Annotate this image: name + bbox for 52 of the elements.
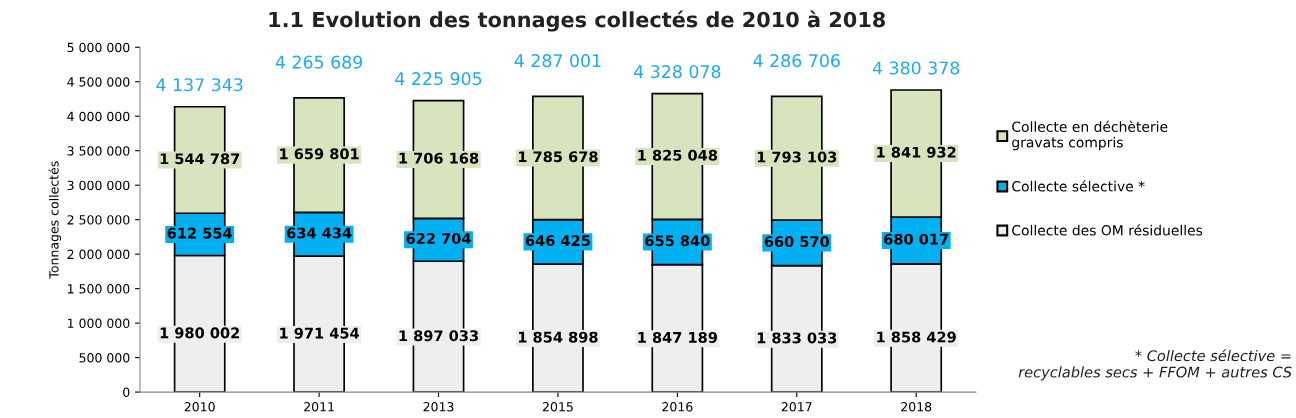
data-label: 1 971 454: [280, 327, 360, 339]
data-label: 1 980 002: [160, 327, 239, 339]
data-label: 1 659 801: [280, 148, 359, 160]
data-label: 612 554: [167, 227, 232, 239]
legend-label: Collecte des OM résiduelles: [1012, 224, 1203, 236]
total-label: 4 287 001: [514, 54, 601, 68]
y-tick-label: 1 000 000: [68, 318, 130, 329]
data-label: 660 570: [764, 236, 830, 248]
data-label: 1 854 898: [518, 331, 598, 343]
y-tick-label: 4 000 000: [67, 111, 130, 122]
total-label: 4 265 689: [275, 55, 363, 69]
data-label: 655 840: [645, 235, 710, 247]
y-tick-label: 4 500 000: [67, 77, 130, 87]
legend-label: Collecte sélective *: [1012, 180, 1145, 192]
total-label: 4 328 078: [634, 65, 721, 79]
y-tick-label: 2 500 000: [67, 215, 130, 225]
data-label: 622 704: [406, 232, 471, 244]
data-label: 646 425: [525, 235, 590, 247]
data-label: 680 017: [884, 233, 948, 245]
legend-label: Collecte en déchèterie gravats compris: [1012, 120, 1168, 151]
y-tick-label: 2 000 000: [67, 249, 130, 260]
total-label: 4 137 343: [156, 78, 243, 92]
data-label: 1 785 678: [518, 151, 598, 163]
x-tick-label: 2011: [304, 402, 334, 412]
data-label: 1 847 189: [638, 331, 718, 343]
y-tick-label: 3 500 000: [67, 146, 130, 156]
y-tick-label: 5 000 000: [67, 42, 130, 53]
data-label: 1 833 033: [757, 332, 837, 344]
data-label: 1 858 429: [877, 331, 956, 343]
total-label: 4 225 905: [395, 72, 482, 86]
data-label: 1 706 168: [399, 152, 479, 164]
y-tick-label: 3 000 000: [67, 180, 130, 191]
y-tick-label: 1 500 000: [68, 284, 130, 294]
data-label: 1 793 103: [757, 151, 837, 163]
y-axis-title: Tonnages collectés: [48, 161, 62, 279]
x-tick-label: 2017: [781, 402, 812, 412]
x-tick-label: 2010: [184, 402, 215, 412]
data-label: 1 897 033: [399, 330, 478, 342]
data-label: 1 825 048: [638, 149, 718, 161]
data-label: 1 544 787: [160, 153, 240, 165]
data-label: 1 841 932: [877, 146, 956, 158]
x-tick-label: 2018: [901, 402, 932, 412]
y-tick-label: 0: [123, 387, 130, 398]
total-label: 4 286 706: [753, 54, 840, 68]
x-tick-label: 2016: [662, 402, 693, 412]
total-label: 4 380 378: [872, 61, 960, 75]
text: * Collecte sélective = recyclables secs + FFOM + autres CS: [1018, 349, 1292, 381]
x-tick-label: 2013: [423, 402, 454, 412]
x-tick-label: 2015: [542, 402, 573, 412]
chart-title: 1.1 Evolution des tonnages collectés de 2010 à 2018: [269, 10, 885, 32]
data-label: 634 434: [287, 227, 352, 239]
y-tick-label: 500 000: [79, 353, 130, 363]
